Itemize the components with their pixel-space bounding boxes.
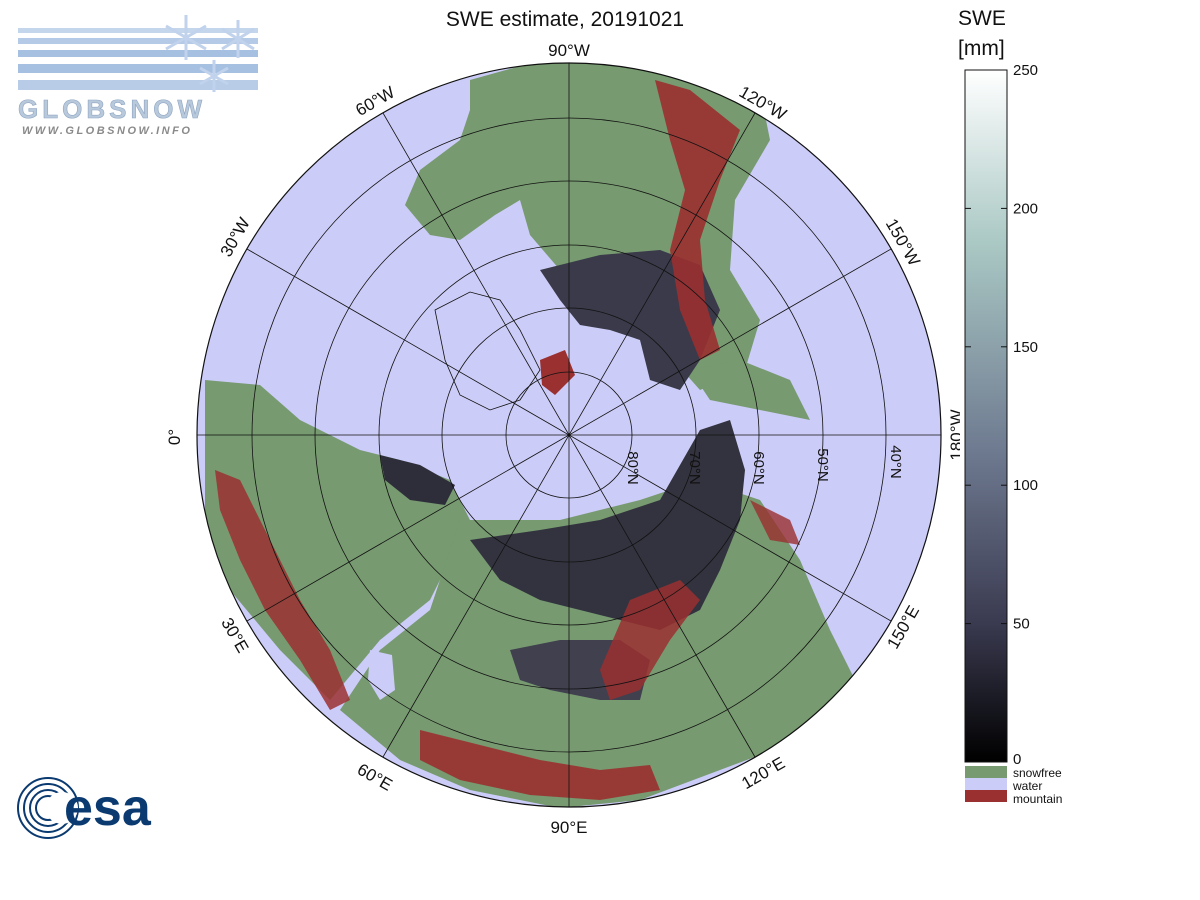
lon-label-0: 0° <box>165 429 184 445</box>
mountain-rockies <box>655 80 740 360</box>
globsnow-url: WWW.GLOBSNOW.INFO <box>22 125 192 137</box>
colorbar-title: SWE [mm] <box>958 4 1006 64</box>
snow-scandinavia <box>380 455 455 505</box>
colorbar-tick-label: 100 <box>1013 477 1038 494</box>
esa-emblem-cutout <box>46 792 78 824</box>
colorbar-tick-label: 50 <box>1013 616 1030 633</box>
legend-label-snowfree: snowfree <box>1013 766 1062 780</box>
colorbar-title-line1: SWE <box>958 7 1006 30</box>
colorbar-title-line2: [mm] <box>958 37 1005 60</box>
lat-label-70n: 70°N <box>686 451 703 485</box>
land-layer <box>205 63 860 807</box>
legend-label-water: water <box>1012 779 1042 793</box>
polar-map: 90°W 120°W 150°W 180°W 150°E 120°E 90°E … <box>165 41 960 837</box>
alaska-land <box>690 360 810 420</box>
esa-wordmark: esa <box>64 779 152 837</box>
legend-swatch-snowfree <box>965 766 1007 778</box>
snow-canada <box>540 250 720 390</box>
mountain-himalaya <box>420 730 660 800</box>
lat-label-60n: 60°N <box>750 451 767 485</box>
globsnow-logo: GLOBSNOW WWW.GLOBSNOW.INFO <box>18 15 258 137</box>
lon-label-180w: 180°W <box>947 409 960 460</box>
legend-swatch-mountain <box>965 790 1007 802</box>
lat-label-80n: 80°N <box>624 451 641 485</box>
colorbar-ticks: 250 200 150 100 50 0 <box>965 62 1038 768</box>
legend-swatch-water <box>965 778 1007 790</box>
lat-label-50n: 50°N <box>814 448 831 482</box>
lon-label-60e: 60°E <box>354 760 396 795</box>
colorbar-tick-label: 250 <box>1013 62 1038 79</box>
colorbar-gradient <box>964 69 1008 763</box>
lon-label-90e: 90°E <box>550 818 587 837</box>
greenland <box>434 291 541 411</box>
esa-logo: esa <box>17 777 152 839</box>
lat-label-40n: 40°N <box>887 445 904 479</box>
mountain-greenland-edge <box>540 350 575 395</box>
colorbar-tick-label: 0 <box>1013 751 1021 768</box>
map-title: SWE estimate, 20191021 <box>445 8 685 31</box>
lon-label-90w: 90°W <box>548 41 590 60</box>
snow-siberia <box>470 420 745 630</box>
globsnow-wordmark: GLOBSNOW <box>18 94 206 124</box>
colorbar-tick-label: 200 <box>1013 200 1038 217</box>
snowflake-icon <box>165 15 255 92</box>
caspian-sea <box>368 650 395 700</box>
map-border <box>196 62 942 808</box>
mountain-east-siberia <box>600 580 700 700</box>
mountain-kamchatka <box>750 500 800 545</box>
legend-label-mountain: mountain <box>1013 792 1062 806</box>
colorbar-tick-label: 150 <box>1013 339 1038 356</box>
graticule <box>197 63 941 807</box>
globsnow-stripes <box>18 28 258 90</box>
mountain-europe <box>215 470 350 710</box>
